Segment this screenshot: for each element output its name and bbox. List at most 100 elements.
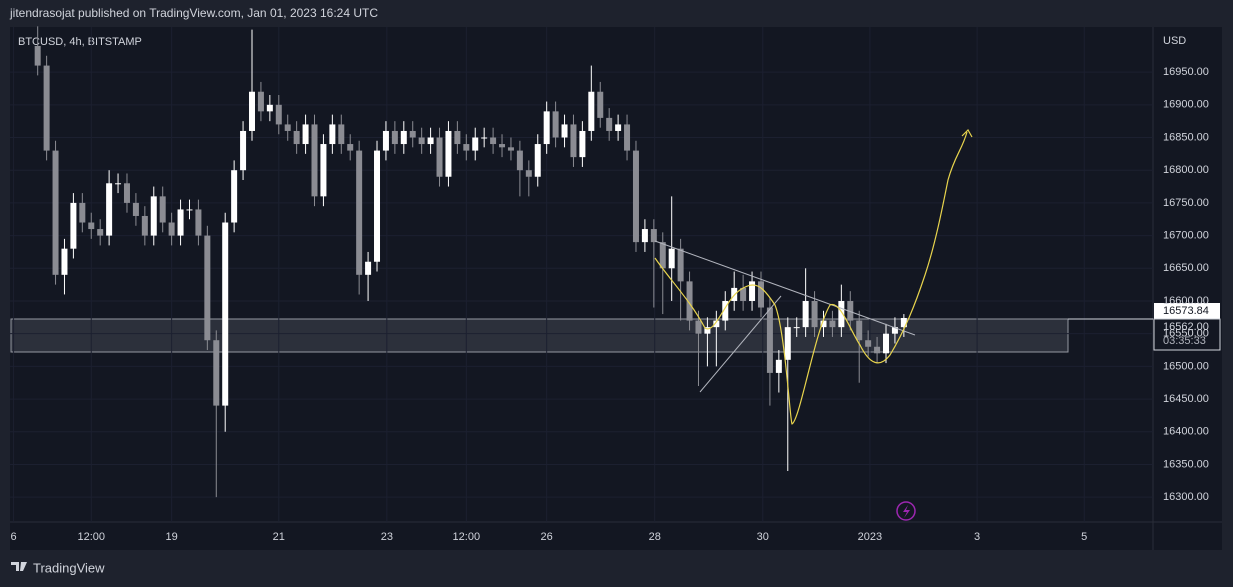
candle-body [79,202,86,223]
candle-body [374,150,381,262]
candle-body [186,209,193,211]
price-label-box [1153,318,1221,351]
candle-body [856,320,863,341]
y-tick-label: 16350.00 [1163,458,1209,470]
support-zone [10,318,1069,353]
candle-body [472,137,479,151]
candle-body [454,130,461,145]
candle-body [97,229,104,236]
candle-body [749,281,756,301]
price-label: 16573.84 [1163,305,1209,317]
candle-body [222,222,229,406]
chart-area [10,27,1222,550]
x-tick-label: 12:00 [77,531,105,543]
candle-body [668,248,675,269]
y-tick-label: 16450.00 [1163,393,1209,405]
candle-body [463,144,470,151]
candle-body [865,340,872,347]
candle-body [499,144,506,148]
y-tick-label: 16850.00 [1163,131,1209,143]
y-tick-label: 16750.00 [1163,197,1209,209]
y-tick-label: 16950.00 [1163,66,1209,78]
candle-body [248,91,255,131]
candle-body [266,104,273,112]
candle-body [534,144,541,177]
candle-body [195,209,202,236]
candle-body [481,137,488,139]
candle-body [766,307,773,373]
candles [34,26,907,498]
candle-body [597,91,604,118]
y-tick-label: 16800.00 [1163,164,1209,176]
candle-body [713,320,720,328]
x-tick-label: 28 [649,531,661,543]
candle-body [115,183,122,185]
candle-body [159,196,166,223]
footer-brand: TradingView [33,560,105,575]
candle-body [579,130,586,158]
candle-body [757,281,764,308]
candle-body [695,320,702,334]
candle-body [257,91,264,112]
candle-body [891,327,898,334]
publisher: jitendrasojat published on TradingView.c… [9,6,378,20]
candle-body [793,327,800,329]
trend-line [654,240,916,336]
x-tick-label: 3 [974,531,980,543]
candle-body [525,170,532,177]
y-tick-label: 16500.00 [1163,360,1209,372]
event-icon[interactable] [896,501,916,521]
candle-body [632,150,639,243]
candle-body [213,340,220,406]
candle-body [552,111,559,138]
candle-body [677,248,684,282]
candle-body [820,320,827,328]
candle-body [650,229,657,243]
candle-body [275,104,282,125]
x-tick-label: 12:00 [453,531,481,543]
y-tick-label: 16700.00 [1163,229,1209,241]
candle-body [775,359,782,373]
price-label: 16562.00 [1163,321,1209,333]
candle-body [445,130,452,177]
candle-body [240,130,247,171]
candle-body [123,183,130,203]
candle-body [168,222,175,236]
price-label-box [1154,303,1220,319]
x-tick-label: 30 [757,531,769,543]
candle-body [61,248,68,275]
candle-body [838,300,845,328]
candle-body [802,300,809,328]
x-tick-label: 26 [541,531,553,543]
candle-body [427,137,434,145]
candle-body [400,130,407,145]
x-tick-label: 6 [11,531,17,543]
y-tick-label: 16300.00 [1163,491,1209,503]
candle-body [347,144,354,151]
candle-body [704,327,711,334]
candle-body [338,124,345,145]
candle-body [436,137,443,177]
projection-curve [654,131,968,425]
x-tick-label: 19 [166,531,178,543]
currency: USD [1163,35,1186,47]
candle-body [311,124,318,197]
candle-body [150,196,157,236]
candle-body [365,261,372,275]
candle-body [883,333,890,354]
candle-body [490,137,497,145]
candle-body [722,300,729,321]
x-tick-label: 2023 [858,531,882,543]
candle-body [659,242,666,269]
candle-body [731,287,738,301]
countdown: 03:35:33 [1163,335,1206,347]
candle-body [70,202,77,249]
candle-body [641,229,648,243]
candle-body [293,130,300,145]
candle-body [382,130,389,151]
candle-body [624,124,631,151]
candle-body [132,202,139,216]
event-icon-bolt [903,505,910,518]
